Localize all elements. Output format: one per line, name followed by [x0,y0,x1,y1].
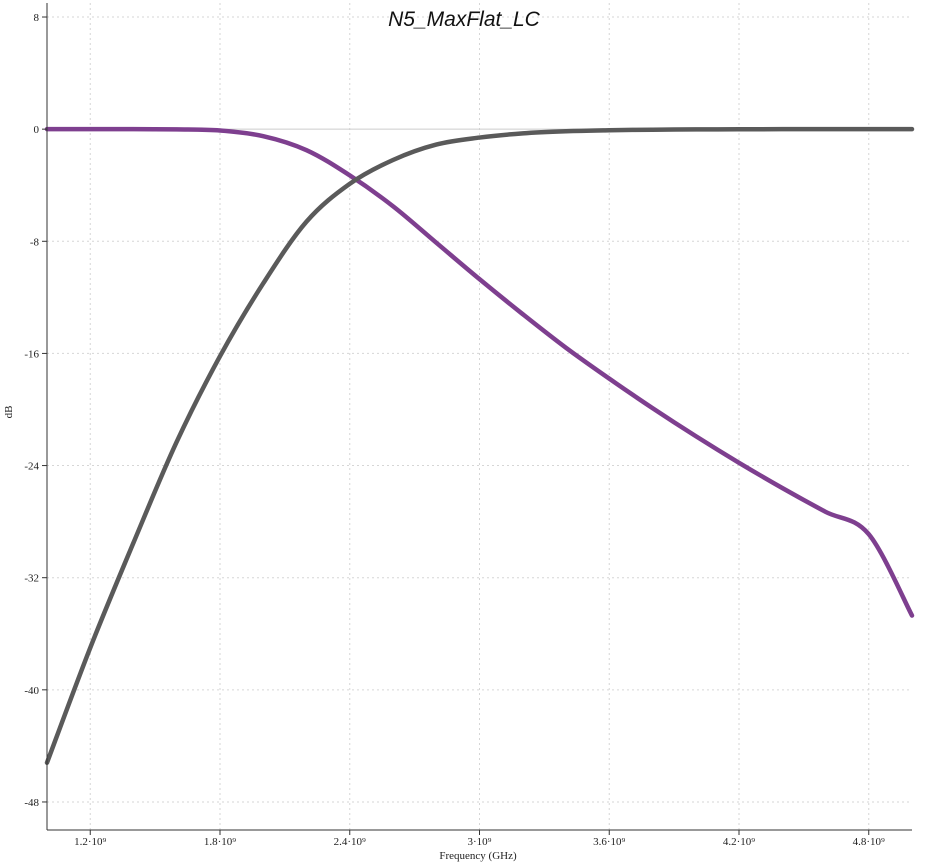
y-tick-label: -16 [24,348,39,360]
y-tick-label: -40 [24,685,39,697]
y-tick-label: 0 [34,124,40,136]
series-line-1 [44,126,915,618]
y-axis-label: dB [3,406,15,419]
x-tick-label: 2.4·10⁹ [334,836,366,848]
x-tick-label: 1.2·10⁹ [74,836,106,848]
series-layer [44,126,915,765]
chart-title: N5_MaxFlat_LC [388,8,541,31]
x-tick-label: 3.6·10⁹ [593,836,625,848]
y-tick-label: -24 [24,461,39,473]
y-tick-label: -48 [24,797,39,809]
x-tick-label: 4.8·10⁹ [853,836,885,848]
axis-layer: 1.2·10⁹ 1.8·10⁹ 2.4·10⁹ 3·10⁹ 3.6·10⁹ 4.2·10⁹… [24,3,912,848]
x-tick-label: 4.2·10⁹ [723,836,755,848]
x-tick-label: 1.8·10⁹ [204,836,236,848]
series-line-2 [44,126,915,765]
x-axis-label: Frequency (GHz) [439,850,517,862]
x-tick-label: 3·10⁹ [468,836,492,848]
y-tick-label: 8 [34,12,40,24]
y-tick-label: -8 [30,236,40,248]
y-tick-label: -32 [24,573,39,585]
